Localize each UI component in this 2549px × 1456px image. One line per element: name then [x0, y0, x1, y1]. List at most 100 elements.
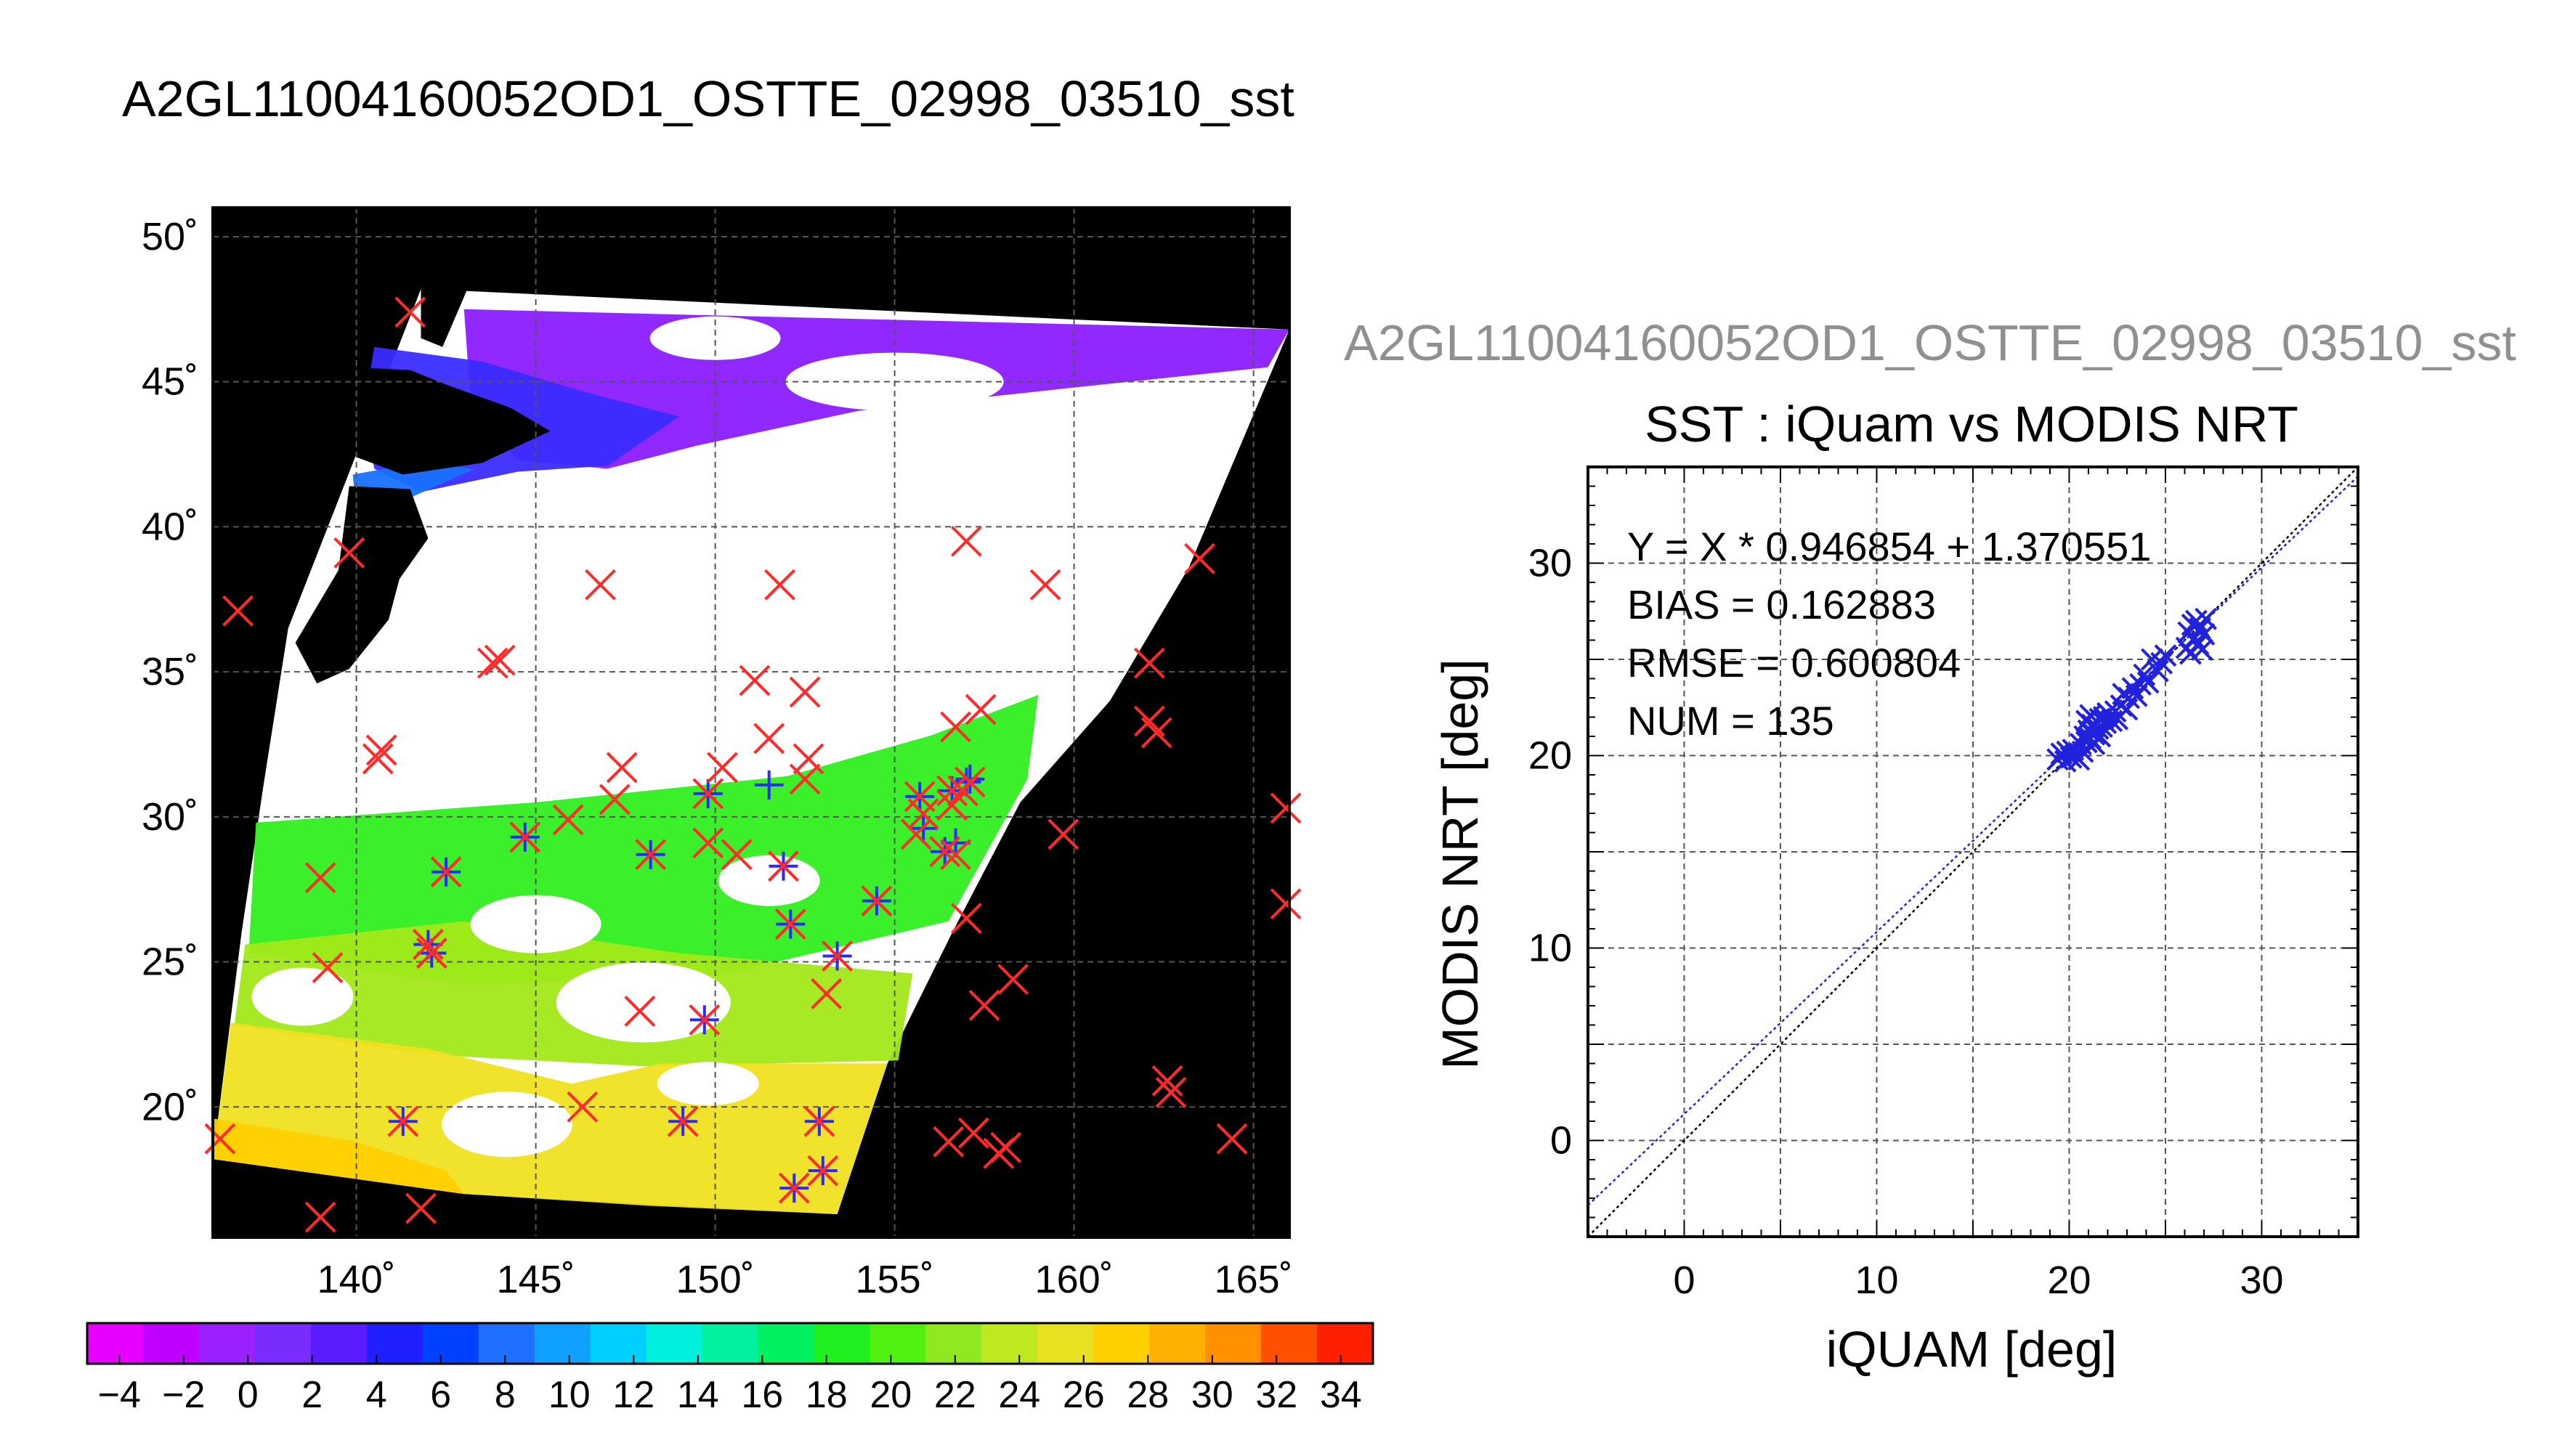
colorbar-bin [646, 1323, 703, 1364]
cloud-patch [649, 316, 781, 360]
colorbar-tick-label: 20 [870, 1374, 912, 1416]
map-longitude-labels: 140˚ 145˚ 150˚ 155˚ 160˚ 165˚ [317, 1258, 1293, 1301]
colorbar-bin [814, 1323, 871, 1364]
buoy-point-marker [1270, 792, 1302, 824]
colorbar-bin [758, 1323, 815, 1364]
buoy-point-marker [1140, 717, 1172, 749]
buoy-point-marker [333, 537, 365, 569]
map-frame [211, 206, 1291, 1239]
buoy-point-marker [936, 789, 968, 821]
buoy-point-marker [362, 743, 394, 775]
longitude-tick-label: 160˚ [1035, 1258, 1114, 1301]
buoy-point-marker [312, 952, 344, 983]
buoy-point-marker [509, 821, 541, 853]
buoy-point-marker [689, 1004, 721, 1036]
buoy-point-marker [222, 595, 254, 627]
buoy-point-marker [957, 1117, 989, 1149]
buoy-point-marker [822, 940, 853, 972]
buoy-point-marker [416, 938, 447, 969]
buoy-point-marker [861, 885, 893, 917]
colorbar-tick-label: 8 [495, 1374, 516, 1416]
map-latitude-labels: 20˚ 25˚ 30˚ 35˚ 40˚ 45˚ 50˚ [142, 215, 198, 1128]
colorbar-tick-label: 14 [677, 1374, 719, 1416]
buoy-point-marker [405, 1192, 437, 1224]
colorbar-tick-label: 24 [998, 1374, 1040, 1416]
longitude-tick-label: 150˚ [676, 1258, 755, 1301]
colorbar-tick-label: 10 [548, 1374, 591, 1416]
cloud-patch [657, 1062, 759, 1106]
scatter-y-tick-label: 0 [1550, 1119, 1572, 1163]
colorbar-bin [366, 1323, 424, 1364]
cloud-patch [442, 1091, 573, 1158]
buoy-point-marker [365, 734, 397, 766]
buoy-point-marker [789, 676, 821, 708]
buoy-point-marker [552, 804, 584, 836]
longitude-tick-label: 155˚ [856, 1258, 934, 1301]
colorbar-bin [1205, 1323, 1263, 1364]
colorbar-tick-label: 0 [238, 1374, 259, 1416]
scatter-panel: A2GL11004160052OD1_OSTTE_02998_03510_sst… [1344, 314, 2516, 1378]
colorbar-tick-label: 28 [1127, 1374, 1169, 1416]
buoy-point-marker [768, 850, 799, 882]
buoy-point-marker [412, 929, 444, 960]
colorbar-bin [870, 1323, 927, 1364]
buoy-point-marker [1216, 1123, 1248, 1155]
scatter-point [2088, 725, 2112, 748]
matched-point-marker [955, 764, 985, 794]
latitude-tick-label: 25˚ [142, 940, 198, 984]
buoy-point-marker [933, 1126, 965, 1158]
buoy-point-marker [811, 978, 843, 1009]
buoy-point-marker [430, 856, 462, 888]
latitude-tick-label: 30˚ [142, 795, 198, 839]
map-grid [213, 208, 1289, 1237]
colorbar-bin [1037, 1323, 1095, 1364]
map-title: A2GL11004160052OD1_OSTTE_02998_03510_sst [122, 70, 1294, 127]
colorbar-bin [590, 1323, 647, 1364]
buoy-point-marker [585, 569, 616, 601]
buoy-point-marker [997, 964, 1029, 995]
colorbar-bin [87, 1323, 144, 1364]
colorbar-tick-label: 12 [612, 1374, 655, 1416]
buoy-point-marker [929, 836, 961, 868]
colorbar-tick-label: 32 [1255, 1374, 1297, 1416]
scatter-y-tick-label: 30 [1528, 542, 1572, 585]
colorbar-bin [1093, 1323, 1151, 1364]
scatter-frame [1586, 465, 2359, 1238]
stats-annotation: RMSE = 0.600804 [1627, 640, 1961, 686]
colorbar-tick-label: 6 [430, 1374, 451, 1416]
land-sakhalin [410, 208, 471, 347]
buoy-point-marker [739, 664, 771, 696]
y-axis-label: MODIS NRT [deg] [1432, 659, 1488, 1069]
sst-region-green [248, 695, 1039, 985]
buoy-point-marker [484, 644, 516, 676]
buoy-point-marker [940, 711, 971, 743]
latitude-tick-label: 50˚ [142, 215, 198, 259]
buoy-point-marker [803, 1105, 835, 1137]
buoy-point-marker [567, 1091, 599, 1123]
buoy-point-marker [965, 694, 997, 725]
colorbar-bin [1149, 1323, 1207, 1364]
buoy-point-marker [635, 839, 667, 871]
scatter-y-tick-label: 10 [1528, 927, 1572, 970]
buoy-point-marker [968, 990, 1000, 1021]
longitude-tick-label: 165˚ [1215, 1258, 1293, 1301]
buoy-point-marker [940, 839, 971, 871]
buoy-point-marker [599, 784, 631, 816]
scatter-point [2154, 644, 2177, 667]
buoy-point-marker [778, 1172, 810, 1204]
latitude-tick-label: 20˚ [142, 1085, 198, 1128]
latitude-tick-label: 40˚ [142, 505, 198, 548]
buoy-point-marker [624, 996, 656, 1027]
colorbar-bin [142, 1323, 200, 1364]
buoy-markers [204, 296, 1302, 1233]
colorbar-tick-label: 26 [1063, 1374, 1105, 1416]
colorbar-bin [702, 1323, 759, 1364]
sst-swath [213, 208, 1289, 1215]
buoy-point-marker [950, 903, 982, 935]
colorbar-bin [254, 1323, 312, 1364]
buoy-point-marker [387, 1105, 419, 1137]
buoy-point-marker [1184, 542, 1215, 574]
buoy-point-marker [774, 908, 806, 940]
colorbar-tick-label: 4 [366, 1374, 387, 1416]
buoy-point-marker [1029, 569, 1061, 601]
